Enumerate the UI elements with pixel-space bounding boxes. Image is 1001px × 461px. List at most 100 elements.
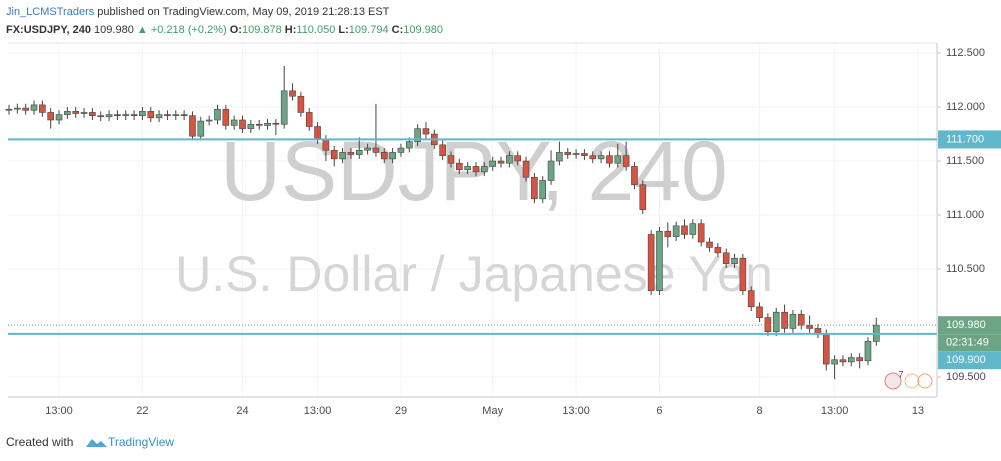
footer-brand[interactable]: TradingView [108,435,174,449]
candle-body [322,139,330,151]
c-label: C: [392,24,404,36]
x-tick-label: 13:00 [562,405,590,417]
candle-body [772,311,780,332]
candle-body [731,257,738,264]
candle-body [214,108,221,121]
price-label: 109.980 [946,319,986,331]
candle-body [89,112,96,116]
candle-body [297,95,305,113]
candle-body [639,184,647,210]
candle-body [706,241,713,248]
candle-body [764,317,772,332]
candle-body [414,128,421,142]
line-tag [938,130,1001,149]
candle-body [205,119,213,122]
x-tick-label: 8 [756,405,762,417]
candle-body [22,107,29,111]
watermark: USDJPY, 240 U.S. Dollar / Japanese Yen [175,124,773,302]
candle-body [189,115,196,137]
candle-body [522,160,530,178]
h-value: 110.050 [296,24,335,36]
candle-body [547,160,555,181]
candle-body [64,111,71,115]
candle-body [606,155,613,164]
candle-body [364,147,371,151]
price-tag [938,316,1001,335]
candle-body [255,124,263,126]
candle-body [405,141,413,149]
candle-body [314,126,321,140]
candle-body [355,149,363,155]
candle-body [839,359,847,363]
y-tick-label: 112.500 [946,47,985,59]
candle-body [330,149,338,160]
candle-body [239,119,246,129]
x-tick-label: May [482,405,503,417]
event-count: 7 [898,369,903,379]
candle-body [39,104,46,113]
line-label: 109.900 [946,354,986,366]
candle-body [105,114,113,118]
candle-body [72,111,80,114]
candle-body [556,152,563,162]
candle-body [739,257,747,291]
candle-body [831,359,838,365]
candle-body [597,155,605,160]
candle-body [472,166,480,173]
candle-body [456,162,463,170]
candle-body [439,144,446,156]
publisher[interactable]: Jin_LCMSTraders [6,6,95,18]
candle-body [47,112,54,121]
y-tick-label: 110.500 [946,263,985,275]
event-icon [904,373,920,389]
candle-body [847,357,855,363]
candle-body [689,223,697,235]
y-tick-label: 111.500 [946,155,984,167]
symbol: FX:USDJPY, 240 [6,24,91,36]
candle-body [697,223,705,243]
o-label: O: [230,24,242,36]
candle-body [380,152,388,160]
candle-body [147,111,155,119]
candle-body [164,114,171,116]
candle-body [664,230,672,237]
candle-body [80,112,88,114]
candle-body [797,314,805,326]
candle-body [497,160,505,164]
candle-body [289,90,296,97]
watermark-name: U.S. Dollar / Japanese Yen [175,246,773,302]
l-value: 109.794 [349,24,389,36]
line-label: 111.700 [946,133,984,145]
candle-body [656,230,663,291]
candle-body [631,166,638,186]
y-tick-label: 112.000 [946,101,985,113]
published: published on TradingView.com, May 09, 20… [97,6,389,18]
candle-body [372,147,380,153]
x-tick-label: 13:00 [821,405,849,417]
candle-body [589,155,597,160]
candle-body [264,122,271,126]
event-icon [884,372,902,390]
candle-body [481,166,488,173]
candle-body [130,114,138,116]
logo [86,439,107,447]
footer-created: Created with [6,435,73,449]
candle-body [489,160,496,167]
x-tick-label: 13:00 [45,405,73,417]
candle-body [389,152,396,160]
candle-body [672,225,680,237]
x-tick-label: 22 [136,405,148,417]
countdown-label: 02:31:49 [946,337,989,349]
header-line: Jin_LCMSTraders published on TradingView… [6,6,390,18]
o-value: 109.878 [242,24,282,36]
x-tick-label: 13:00 [304,405,332,417]
candle-body [5,108,13,111]
candle-body [506,155,513,164]
candle-body [272,122,280,125]
candle-body [14,107,21,110]
candle-body [305,112,313,127]
event-icon [917,373,933,389]
c-value: 109.980 [403,24,443,36]
candle-body [822,333,830,365]
